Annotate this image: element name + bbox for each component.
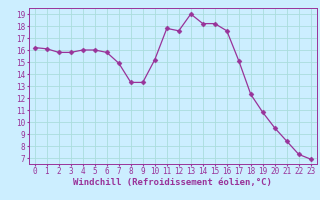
X-axis label: Windchill (Refroidissement éolien,°C): Windchill (Refroidissement éolien,°C) [73,178,272,187]
